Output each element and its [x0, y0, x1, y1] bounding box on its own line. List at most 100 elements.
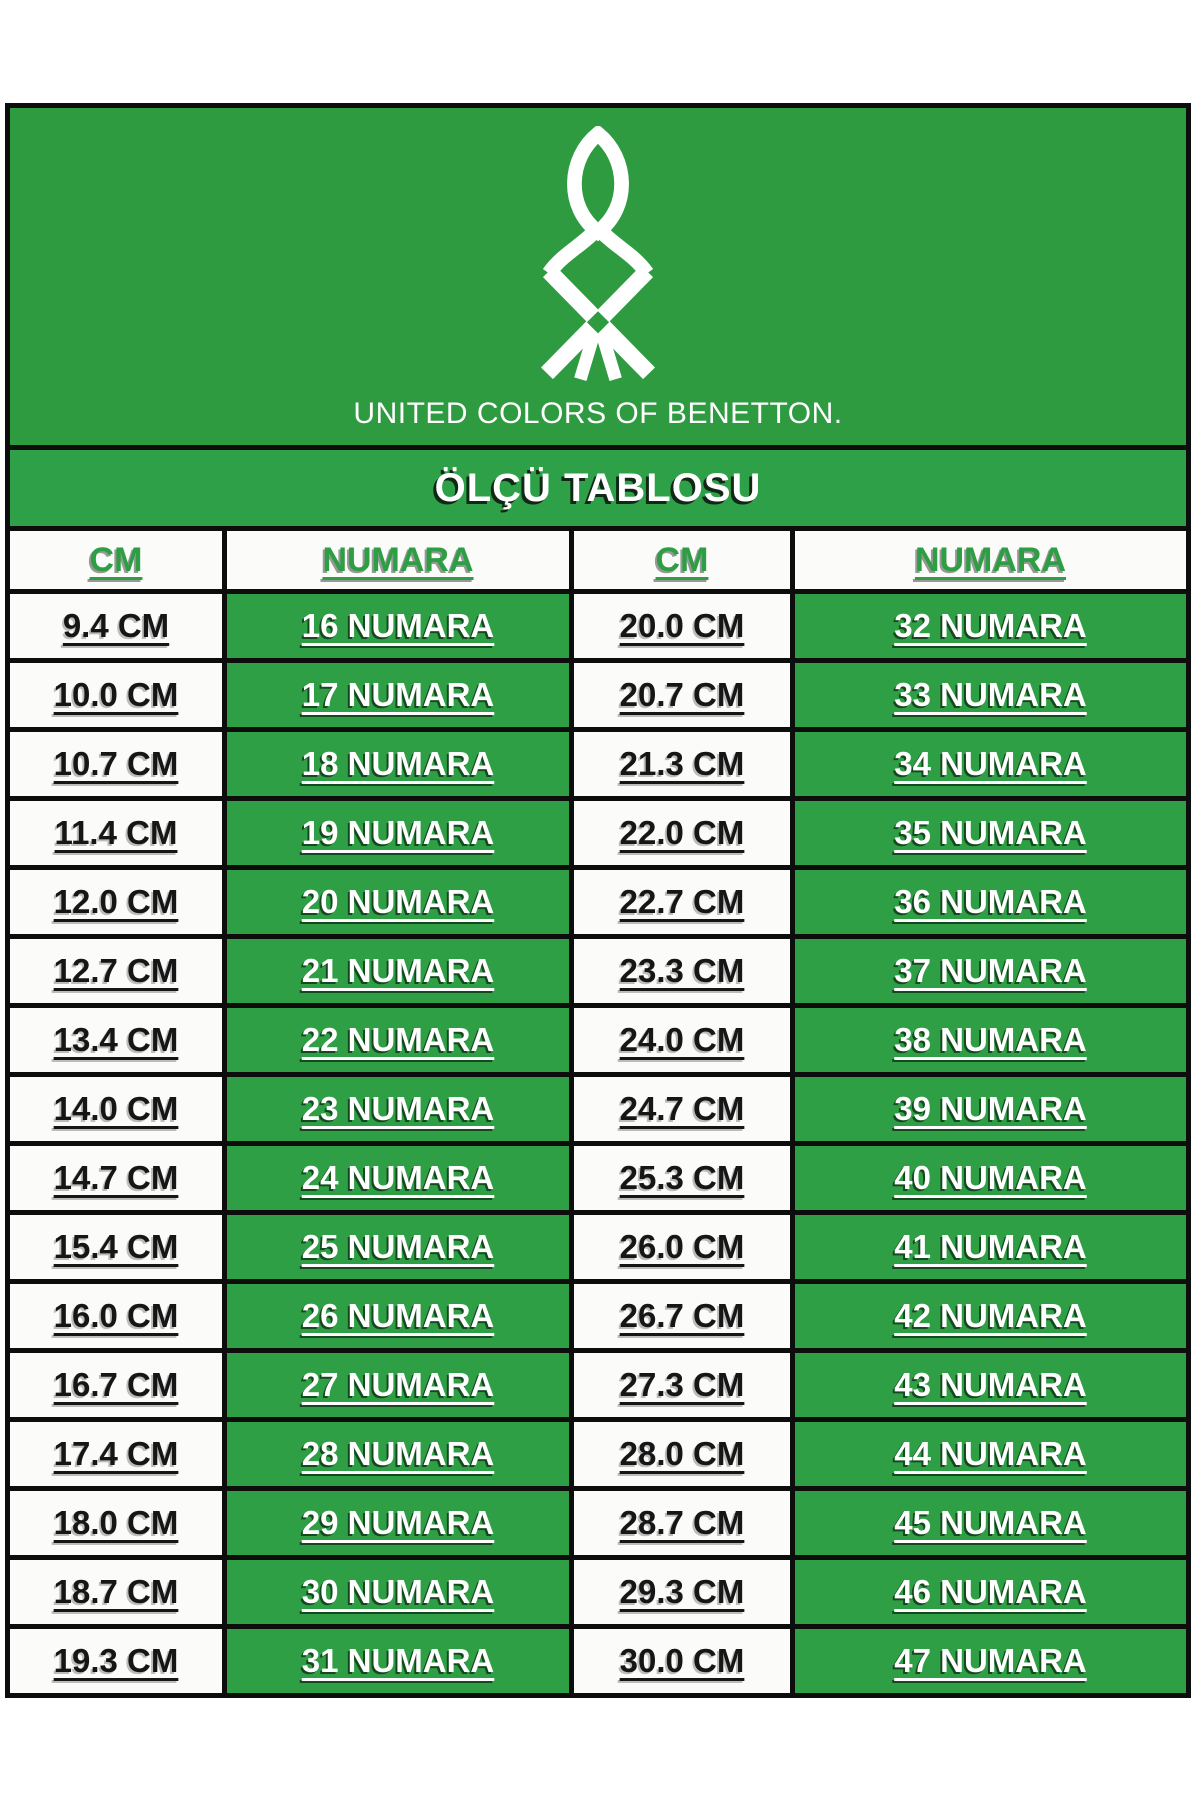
numara-value: 16 NUMARA	[301, 607, 495, 644]
table-row: 12.7 CM 21 NUMARA 23.3 CM 37 NUMARA	[10, 939, 1186, 1003]
cm-cell-right: 24.0 CM	[574, 1008, 790, 1072]
numara-value: 46 NUMARA	[894, 1573, 1087, 1610]
header-label: NUMARA	[322, 540, 474, 579]
numara-cell-right: 37 NUMARA	[795, 939, 1186, 1003]
cm-value: 12.0 CM	[53, 883, 179, 920]
cm-value: 20.0 CM	[619, 607, 745, 644]
table-row: 14.0 CM 23 NUMARA 24.7 CM 39 NUMARA	[10, 1077, 1186, 1141]
cm-cell-left: 11.4 CM	[10, 801, 222, 865]
header-label: CM	[89, 540, 143, 579]
cm-value: 22.0 CM	[619, 814, 745, 851]
numara-value: 33 NUMARA	[894, 676, 1087, 713]
numara-cell-left: 30 NUMARA	[227, 1560, 569, 1624]
brand-wordmark: UNITED COLORS OF BENETTON.	[353, 397, 843, 430]
numara-cell-left: 23 NUMARA	[227, 1077, 569, 1141]
numara-value: 47 NUMARA	[894, 1642, 1087, 1679]
cm-cell-right: 22.0 CM	[574, 801, 790, 865]
cm-cell-right: 25.3 CM	[574, 1146, 790, 1210]
cm-value: 17.4 CM	[53, 1435, 179, 1472]
cm-cell-right: 20.0 CM	[574, 594, 790, 658]
numara-cell-right: 33 NUMARA	[795, 663, 1186, 727]
cm-cell-right: 26.0 CM	[574, 1215, 790, 1279]
cm-cell-left: 14.0 CM	[10, 1077, 222, 1141]
table-row: 18.7 CM 30 NUMARA 29.3 CM 46 NUMARA	[10, 1560, 1186, 1624]
cm-value: 16.0 CM	[53, 1297, 179, 1334]
cm-cell-right: 28.0 CM	[574, 1422, 790, 1486]
numara-value: 22 NUMARA	[301, 1021, 495, 1058]
table-row: 16.0 CM 26 NUMARA 26.7 CM 42 NUMARA	[10, 1284, 1186, 1348]
numara-cell-left: 18 NUMARA	[227, 732, 569, 796]
numara-value: 44 NUMARA	[894, 1435, 1087, 1472]
header-numara-left: NUMARA	[227, 531, 569, 589]
cm-cell-right: 24.7 CM	[574, 1077, 790, 1141]
table-row: 13.4 CM 22 NUMARA 24.0 CM 38 NUMARA	[10, 1008, 1186, 1072]
cm-cell-left: 12.7 CM	[10, 939, 222, 1003]
title-bar: ÖLÇÜ TABLOSU	[10, 450, 1186, 526]
numara-value: 37 NUMARA	[894, 952, 1087, 989]
numara-cell-left: 17 NUMARA	[227, 663, 569, 727]
numara-value: 38 NUMARA	[894, 1021, 1087, 1058]
cm-value: 11.4 CM	[54, 814, 178, 851]
numara-cell-left: 16 NUMARA	[227, 594, 569, 658]
header-cm-left: CM	[10, 531, 222, 589]
header-cm-right: CM	[574, 531, 790, 589]
numara-cell-right: 40 NUMARA	[795, 1146, 1186, 1210]
numara-value: 19 NUMARA	[301, 814, 495, 851]
cm-cell-right: 27.3 CM	[574, 1353, 790, 1417]
table-row: 11.4 CM 19 NUMARA 22.0 CM 35 NUMARA	[10, 801, 1186, 865]
cm-cell-right: 28.7 CM	[574, 1491, 790, 1555]
brand-banner: UNITED COLORS OF BENETTON.	[10, 108, 1186, 445]
table-row: 9.4 CM 16 NUMARA 20.0 CM 32 NUMARA	[10, 594, 1186, 658]
numara-value: 17 NUMARA	[301, 676, 495, 713]
numara-cell-left: 28 NUMARA	[227, 1422, 569, 1486]
numara-cell-left: 20 NUMARA	[227, 870, 569, 934]
table-row: 15.4 CM 25 NUMARA 26.0 CM 41 NUMARA	[10, 1215, 1186, 1279]
numara-cell-right: 35 NUMARA	[795, 801, 1186, 865]
table-row: 18.0 CM 29 NUMARA 28.7 CM 45 NUMARA	[10, 1491, 1186, 1555]
cm-cell-left: 15.4 CM	[10, 1215, 222, 1279]
cm-cell-right: 21.3 CM	[574, 732, 790, 796]
cm-value: 26.0 CM	[619, 1228, 745, 1265]
cm-value: 29.3 CM	[619, 1573, 745, 1610]
numara-cell-right: 46 NUMARA	[795, 1560, 1186, 1624]
cm-value: 24.0 CM	[619, 1021, 745, 1058]
cm-cell-left: 18.0 CM	[10, 1491, 222, 1555]
numara-cell-right: 44 NUMARA	[795, 1422, 1186, 1486]
numara-value: 39 NUMARA	[894, 1090, 1087, 1127]
cm-value: 25.3 CM	[619, 1159, 745, 1196]
cm-cell-right: 30.0 CM	[574, 1629, 790, 1693]
size-chart-table: UNITED COLORS OF BENETTON. ÖLÇÜ TABLOSU …	[5, 103, 1191, 1698]
cm-value: 9.4 CM	[62, 607, 170, 644]
table-row: 14.7 CM 24 NUMARA 25.3 CM 40 NUMARA	[10, 1146, 1186, 1210]
numara-value: 21 NUMARA	[301, 952, 495, 989]
table-row: 10.0 CM 17 NUMARA 20.7 CM 33 NUMARA	[10, 663, 1186, 727]
cm-value: 15.4 CM	[53, 1228, 179, 1265]
numara-cell-left: 19 NUMARA	[227, 801, 569, 865]
cm-cell-left: 19.3 CM	[10, 1629, 222, 1693]
cm-value: 19.3 CM	[53, 1642, 179, 1679]
cm-cell-left: 12.0 CM	[10, 870, 222, 934]
cm-value: 21.3 CM	[619, 745, 745, 782]
cm-cell-left: 16.0 CM	[10, 1284, 222, 1348]
cm-value: 10.7 CM	[53, 745, 179, 782]
cm-value: 18.7 CM	[53, 1573, 179, 1610]
numara-value: 30 NUMARA	[301, 1573, 495, 1610]
page-title: ÖLÇÜ TABLOSU	[434, 465, 762, 510]
cm-cell-left: 17.4 CM	[10, 1422, 222, 1486]
numara-cell-left: 27 NUMARA	[227, 1353, 569, 1417]
cm-cell-right: 29.3 CM	[574, 1560, 790, 1624]
numara-cell-left: 26 NUMARA	[227, 1284, 569, 1348]
table-row: 17.4 CM 28 NUMARA 28.0 CM 44 NUMARA	[10, 1422, 1186, 1486]
cm-cell-right: 20.7 CM	[574, 663, 790, 727]
numara-value: 23 NUMARA	[301, 1090, 495, 1127]
numara-value: 20 NUMARA	[301, 883, 495, 920]
numara-value: 43 NUMARA	[894, 1366, 1087, 1403]
numara-cell-right: 41 NUMARA	[795, 1215, 1186, 1279]
numara-value: 31 NUMARA	[301, 1642, 495, 1679]
numara-cell-right: 34 NUMARA	[795, 732, 1186, 796]
numara-value: 18 NUMARA	[301, 745, 495, 782]
cm-cell-left: 18.7 CM	[10, 1560, 222, 1624]
table-row: 10.7 CM 18 NUMARA 21.3 CM 34 NUMARA	[10, 732, 1186, 796]
numara-value: 29 NUMARA	[301, 1504, 495, 1541]
numara-cell-left: 21 NUMARA	[227, 939, 569, 1003]
